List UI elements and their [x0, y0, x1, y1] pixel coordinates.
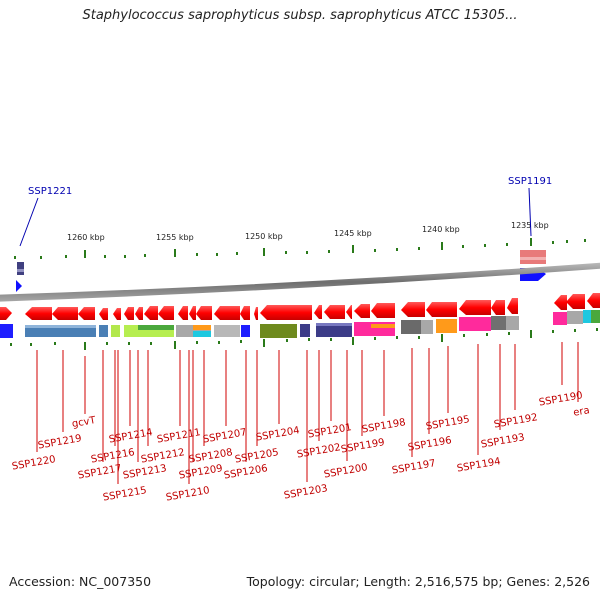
gene-label-ssp1208[interactable]: SSP1208	[188, 447, 233, 466]
gene-label-ssp1193[interactable]: SSP1193	[480, 432, 525, 451]
gene-label-ssp1201[interactable]: SSP1201	[307, 422, 352, 441]
feature-block[interactable]	[17, 262, 24, 275]
genome-summary-text: Topology: circular; Length: 2,516,575 bp…	[246, 574, 590, 589]
genome-backbone	[0, 262, 600, 302]
gene-label-ssp1204[interactable]: SSP1204	[255, 425, 300, 444]
scale-label-1240: 1240 kbp	[422, 225, 460, 234]
gene-label-ssp1206[interactable]: SSP1206	[223, 463, 268, 482]
gene-label-ssp1220[interactable]: SSP1220	[11, 454, 56, 473]
upper-tick-row	[14, 238, 586, 259]
scale-label-1250: 1250 kbp	[245, 232, 283, 241]
gene-label-ssp1219[interactable]: SSP1219	[37, 433, 82, 452]
gene-label-ssp1198[interactable]: SSP1198	[361, 417, 406, 436]
reverse-arrows	[0, 293, 600, 320]
gene-label-ssp1209[interactable]: SSP1209	[178, 463, 223, 482]
gene-label-ssp1190[interactable]: SSP1190	[538, 390, 583, 409]
gene-label-ssp1217[interactable]: SSP1217	[77, 463, 122, 482]
gene-label-ssp1203[interactable]: SSP1203	[283, 483, 328, 502]
feature-arrow-ssp1221[interactable]	[16, 280, 22, 292]
gene-label-gcvt[interactable]: gcvT	[71, 415, 97, 430]
gene-label-ssp1210[interactable]: SSP1210	[165, 485, 210, 504]
scale-label-1255: 1255 kbp	[156, 233, 194, 242]
gene-label-ssp1194[interactable]: SSP1194	[456, 456, 501, 475]
gene-label-ssp1213[interactable]: SSP1213	[122, 463, 167, 482]
map-title: Staphylococcus saprophyticus subsp. sapr…	[82, 8, 518, 23]
scale-label-1235: 1235 kbp	[511, 221, 549, 230]
accession-text: Accession: NC_007350	[9, 574, 152, 589]
gene-label-ssp1221[interactable]: SSP1221	[28, 186, 72, 197]
lower-tick-row	[10, 328, 598, 350]
scale-label-1260: 1260 kbp	[67, 233, 105, 242]
gene-labels: SSP1220 SSP1219 gcvT SSP1217 SSP1216 SSP…	[11, 390, 590, 504]
label-leaders	[36, 342, 579, 484]
gene-label-ssp1215[interactable]: SSP1215	[102, 485, 147, 504]
gene-label-ssp1196[interactable]: SSP1196	[407, 435, 452, 454]
gene-label-ssp1207[interactable]: SSP1207	[202, 427, 247, 446]
gene-label-ssp1216[interactable]: SSP1216	[90, 447, 135, 466]
scale-label-1245: 1245 kbp	[334, 229, 372, 238]
gene-label-ssp1211[interactable]: SSP1211	[156, 427, 201, 446]
reverse-blocks	[0, 310, 600, 338]
gene-label-ssp1191[interactable]: SSP1191	[508, 176, 552, 187]
gene-label-ssp1197[interactable]: SSP1197	[391, 458, 436, 477]
gene-label-ssp1200[interactable]: SSP1200	[323, 462, 368, 481]
gene-label-ssp1205[interactable]: SSP1205	[234, 447, 279, 466]
gene-label-ssp1195[interactable]: SSP1195	[425, 414, 470, 433]
gene-label-ssp1202[interactable]: SSP1202	[296, 442, 341, 461]
gene-label-era[interactable]: era	[572, 405, 590, 419]
